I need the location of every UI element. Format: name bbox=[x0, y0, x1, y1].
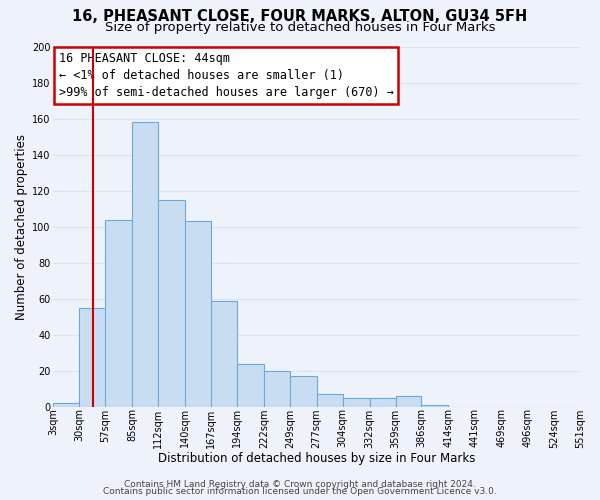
Bar bbox=[237, 364, 264, 407]
Bar bbox=[53, 404, 79, 407]
Bar bbox=[370, 398, 395, 407]
Text: Contains HM Land Registry data © Crown copyright and database right 2024.: Contains HM Land Registry data © Crown c… bbox=[124, 480, 476, 489]
Bar bbox=[185, 222, 211, 407]
Bar bbox=[421, 405, 448, 407]
X-axis label: Distribution of detached houses by size in Four Marks: Distribution of detached houses by size … bbox=[158, 452, 475, 465]
Bar bbox=[317, 394, 343, 407]
Bar bbox=[132, 122, 158, 407]
Bar bbox=[343, 398, 370, 407]
Text: Contains public sector information licensed under the Open Government Licence v3: Contains public sector information licen… bbox=[103, 487, 497, 496]
Bar bbox=[290, 376, 317, 407]
Bar bbox=[106, 220, 132, 407]
Y-axis label: Number of detached properties: Number of detached properties bbox=[15, 134, 28, 320]
Text: 16, PHEASANT CLOSE, FOUR MARKS, ALTON, GU34 5FH: 16, PHEASANT CLOSE, FOUR MARKS, ALTON, G… bbox=[73, 9, 527, 24]
Bar bbox=[211, 300, 237, 407]
Text: 16 PHEASANT CLOSE: 44sqm
← <1% of detached houses are smaller (1)
>99% of semi-d: 16 PHEASANT CLOSE: 44sqm ← <1% of detach… bbox=[59, 52, 394, 99]
Bar bbox=[158, 200, 185, 407]
Bar bbox=[395, 396, 421, 407]
Bar bbox=[79, 308, 106, 407]
Text: Size of property relative to detached houses in Four Marks: Size of property relative to detached ho… bbox=[105, 21, 495, 34]
Bar bbox=[264, 371, 290, 407]
